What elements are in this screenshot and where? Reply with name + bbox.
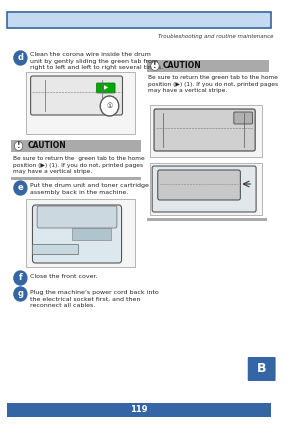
Text: !: ! — [17, 142, 20, 151]
FancyBboxPatch shape — [234, 112, 252, 124]
Text: B: B — [257, 363, 266, 376]
Text: CAUTION: CAUTION — [28, 142, 67, 151]
FancyBboxPatch shape — [32, 205, 122, 263]
Text: ▶: ▶ — [104, 86, 108, 90]
Text: g: g — [17, 290, 23, 298]
Text: Troubleshooting and routine maintenance: Troubleshooting and routine maintenance — [158, 34, 274, 39]
FancyBboxPatch shape — [8, 403, 271, 417]
FancyBboxPatch shape — [72, 228, 111, 240]
Circle shape — [14, 142, 23, 151]
Text: CAUTION: CAUTION — [162, 61, 201, 70]
Text: !: ! — [153, 61, 157, 70]
Circle shape — [151, 61, 159, 70]
FancyBboxPatch shape — [147, 60, 269, 72]
FancyBboxPatch shape — [32, 244, 78, 254]
Text: Be sure to return the  green tab to the home
position (▶) (1). If you do not, pr: Be sure to return the green tab to the h… — [13, 156, 145, 174]
FancyBboxPatch shape — [11, 177, 141, 180]
Text: e: e — [17, 184, 23, 192]
FancyBboxPatch shape — [158, 170, 240, 200]
Circle shape — [14, 287, 27, 301]
Text: d: d — [17, 53, 23, 62]
FancyBboxPatch shape — [152, 166, 256, 212]
Text: Put the drum unit and toner cartridge
assembly back in the machine.: Put the drum unit and toner cartridge as… — [30, 183, 148, 195]
Text: 119: 119 — [130, 405, 148, 415]
Circle shape — [14, 181, 27, 195]
FancyBboxPatch shape — [31, 76, 122, 115]
FancyBboxPatch shape — [37, 206, 117, 228]
Circle shape — [14, 271, 27, 285]
Text: Clean the corona wire inside the drum
unit by gently sliding the green tab from
: Clean the corona wire inside the drum un… — [30, 52, 163, 70]
Text: Be sure to return the green tab to the home
position (▶) (1). If you do not, pri: Be sure to return the green tab to the h… — [148, 75, 279, 93]
Circle shape — [100, 96, 119, 116]
FancyBboxPatch shape — [248, 357, 276, 381]
FancyBboxPatch shape — [26, 199, 136, 267]
FancyBboxPatch shape — [11, 140, 141, 152]
FancyBboxPatch shape — [150, 105, 262, 157]
Text: f: f — [19, 273, 22, 282]
Text: Plug the machine’s power cord back into
the electrical socket first, and then
re: Plug the machine’s power cord back into … — [30, 290, 158, 308]
Text: Close the front cover.: Close the front cover. — [30, 274, 97, 279]
FancyBboxPatch shape — [154, 109, 255, 151]
Circle shape — [14, 51, 27, 65]
Text: ①: ① — [106, 103, 112, 109]
FancyBboxPatch shape — [26, 72, 136, 134]
FancyBboxPatch shape — [97, 83, 115, 93]
FancyBboxPatch shape — [150, 163, 262, 215]
FancyBboxPatch shape — [8, 12, 271, 28]
FancyBboxPatch shape — [147, 218, 267, 221]
